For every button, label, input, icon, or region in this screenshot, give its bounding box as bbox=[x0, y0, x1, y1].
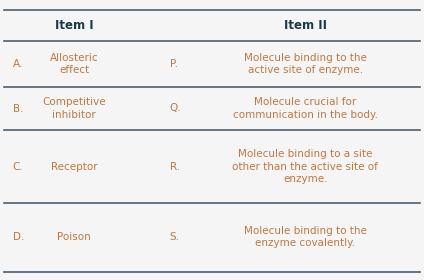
Text: A.: A. bbox=[13, 59, 23, 69]
Text: Competitive
inhibitor: Competitive inhibitor bbox=[42, 97, 106, 120]
Text: Molecule binding to a site
other than the active site of
enzyme.: Molecule binding to a site other than th… bbox=[232, 149, 378, 184]
Text: Allosteric
effect: Allosteric effect bbox=[50, 53, 98, 75]
Text: Item I: Item I bbox=[55, 19, 94, 32]
Text: Poison: Poison bbox=[57, 232, 91, 242]
Text: R.: R. bbox=[170, 162, 180, 172]
Text: Receptor: Receptor bbox=[51, 162, 98, 172]
Text: C.: C. bbox=[13, 162, 23, 172]
Text: Molecule crucial for
communication in the body.: Molecule crucial for communication in th… bbox=[233, 97, 378, 120]
Text: Molecule binding to the
active site of enzyme.: Molecule binding to the active site of e… bbox=[244, 53, 367, 75]
Text: D.: D. bbox=[13, 232, 24, 242]
Text: B.: B. bbox=[13, 104, 23, 113]
Text: S.: S. bbox=[170, 232, 180, 242]
Text: Item II: Item II bbox=[284, 19, 327, 32]
Text: P.: P. bbox=[170, 59, 178, 69]
Text: Molecule binding to the
enzyme covalently.: Molecule binding to the enzyme covalentl… bbox=[244, 226, 367, 249]
Text: Q.: Q. bbox=[170, 104, 181, 113]
